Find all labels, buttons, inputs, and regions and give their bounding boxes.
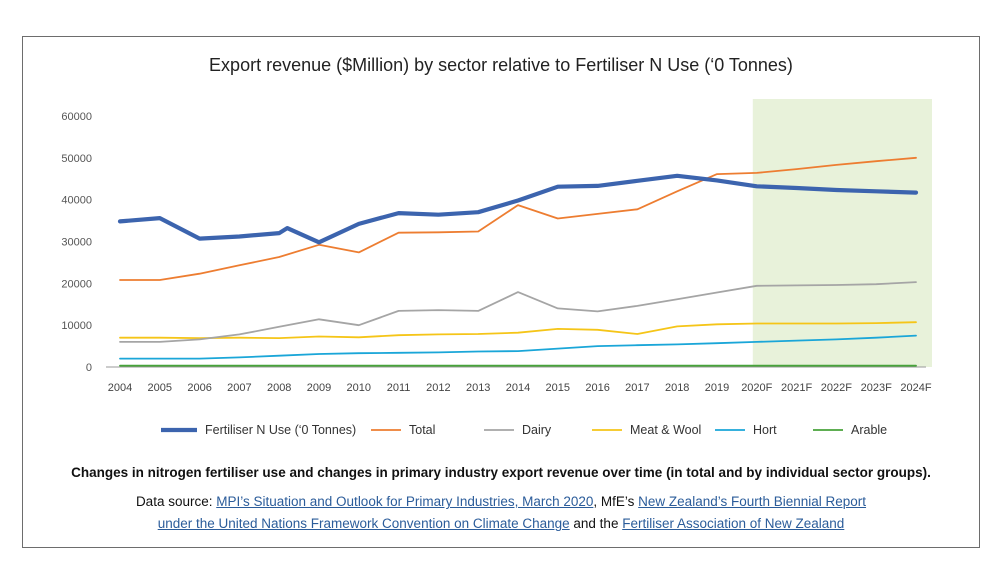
x-tick-label: 2006 xyxy=(187,382,211,394)
x-tick-label: 2019 xyxy=(705,382,729,394)
legend-label-fertiliser-n-use-0-tonnes: Fertiliser N Use (‘0 Tonnes) xyxy=(205,423,356,437)
x-tick-label: 2017 xyxy=(625,382,649,394)
x-tick-label: 2007 xyxy=(227,382,251,394)
x-tick-label: 2008 xyxy=(267,382,291,394)
series-line-total xyxy=(119,156,917,281)
link-mfe-biennial-report-cont[interactable]: under the United Nations Framework Conve… xyxy=(157,516,570,531)
forecast-shaded-region xyxy=(752,99,932,367)
y-tick-label: 10000 xyxy=(61,320,92,332)
x-tick-label: 2023F xyxy=(861,382,892,394)
x-tick-label: 2011 xyxy=(387,382,411,394)
x-tick-label: 2024F xyxy=(900,382,931,394)
x-tick-label: 2021F xyxy=(781,382,812,394)
link-mfe-biennial-report[interactable]: New Zealand’s Fourth Biennial Report xyxy=(638,494,867,509)
x-tick-label: 2009 xyxy=(307,382,331,394)
y-tick-label: 40000 xyxy=(61,195,92,207)
legend-label-meat-wool: Meat & Wool xyxy=(630,423,701,437)
x-tick-label: 2005 xyxy=(148,382,172,394)
legend-label-dairy: Dairy xyxy=(522,423,552,437)
x-tick-label: 2004 xyxy=(108,382,132,394)
series-line-dairy xyxy=(119,281,917,343)
x-tick-label: 2010 xyxy=(347,382,371,394)
series-line-meat-wool xyxy=(119,321,917,340)
x-tick-label: 2012 xyxy=(426,382,450,394)
data-source-line-1: Data source: MPI’s Situation and Outlook… xyxy=(22,494,980,509)
y-tick-label: 0 xyxy=(86,362,92,374)
x-tick-label: 2018 xyxy=(665,382,689,394)
figure-caption: Changes in nitrogen fertiliser use and c… xyxy=(71,465,931,480)
legend-label-hort: Hort xyxy=(753,423,777,437)
series-line-hort xyxy=(119,334,917,360)
legend-label-arable: Arable xyxy=(851,423,887,437)
link-fertiliser-association[interactable]: Fertiliser Association of New Zealand xyxy=(622,516,845,531)
chart-title: Export revenue ($Million) by sector rela… xyxy=(209,55,793,75)
x-tick-label: 2014 xyxy=(506,382,530,394)
data-source-line-2: under the United Nations Framework Conve… xyxy=(22,516,980,531)
y-tick-label: 60000 xyxy=(61,111,92,123)
x-tick-label: 2015 xyxy=(546,382,570,394)
x-tick-label: 2022F xyxy=(821,382,852,394)
source-text: , MfE’s xyxy=(593,494,639,509)
y-tick-label: 50000 xyxy=(61,153,92,165)
x-tick-label: 2013 xyxy=(466,382,490,394)
source-prefix: Data source: xyxy=(135,494,217,509)
y-tick-label: 30000 xyxy=(61,237,92,249)
x-tick-label: 2016 xyxy=(585,382,609,394)
y-tick-label: 20000 xyxy=(61,278,92,290)
source-text: and the xyxy=(569,516,623,531)
series-line-fertiliser-n-use-0-tonnes xyxy=(117,173,919,245)
line-chart: Export revenue ($Million) by sector rela… xyxy=(61,55,932,437)
x-tick-label: 2020F xyxy=(741,382,772,394)
chart-frame: Export revenue ($Million) by sector rela… xyxy=(22,36,980,548)
legend-label-total: Total xyxy=(409,423,435,437)
link-mpi-situation-outlook[interactable]: MPI’s Situation and Outlook for Primary … xyxy=(216,494,594,509)
